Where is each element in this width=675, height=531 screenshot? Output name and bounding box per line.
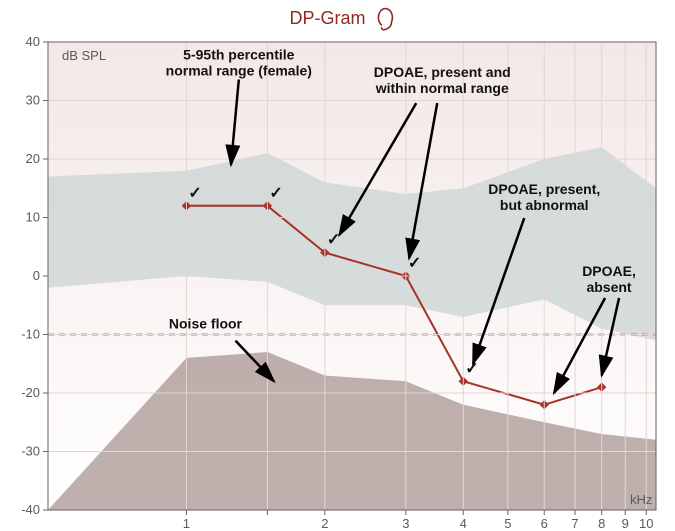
y-tick: 0 [33,268,40,283]
y-tick: -20 [21,385,40,400]
y-tick: -10 [21,327,40,342]
y-axis-label: dB SPL [62,48,106,63]
x-tick: 6 [541,516,548,531]
svg-text:Noise floor: Noise floor [169,316,243,332]
x-tick: 8 [598,516,605,531]
check-icon: ✓ [327,232,340,249]
y-tick: -40 [21,502,40,517]
y-tick: 40 [26,34,40,49]
check-icon: ✓ [269,185,282,202]
x-axis-label: kHz [630,492,652,507]
y-tick: 20 [26,151,40,166]
svg-text:DPOAE, present,: DPOAE, present, [488,181,600,197]
svg-text:but abnormal: but abnormal [500,197,589,213]
ear-icon [378,9,392,30]
svg-text:DPOAE, present and: DPOAE, present and [374,64,511,80]
svg-text:normal range (female): normal range (female) [166,63,312,79]
check-icon: ✓ [188,185,201,202]
page-title: DP-Gram [290,8,366,28]
x-tick: 1 [183,516,190,531]
x-tick: 5 [504,516,511,531]
x-tick: 4 [460,516,467,531]
svg-text:within normal range: within normal range [375,80,509,96]
check-icon: ✓ [465,360,478,377]
x-tick: 3 [402,516,409,531]
svg-text:DPOAE,: DPOAE, [582,263,636,279]
x-tick: 9 [622,516,629,531]
svg-text:5-95th percentile: 5-95th percentile [183,47,294,63]
dp-gram-chart: ✓✓✓✓✓-40-30-20-10010203040dB SPL12345678… [0,0,675,531]
y-tick: 10 [26,210,40,225]
x-tick: 2 [321,516,328,531]
y-tick: 30 [26,93,40,108]
y-tick: -30 [21,444,40,459]
x-tick: 7 [571,516,578,531]
svg-text:absent: absent [586,279,631,295]
x-tick: 10 [639,516,653,531]
